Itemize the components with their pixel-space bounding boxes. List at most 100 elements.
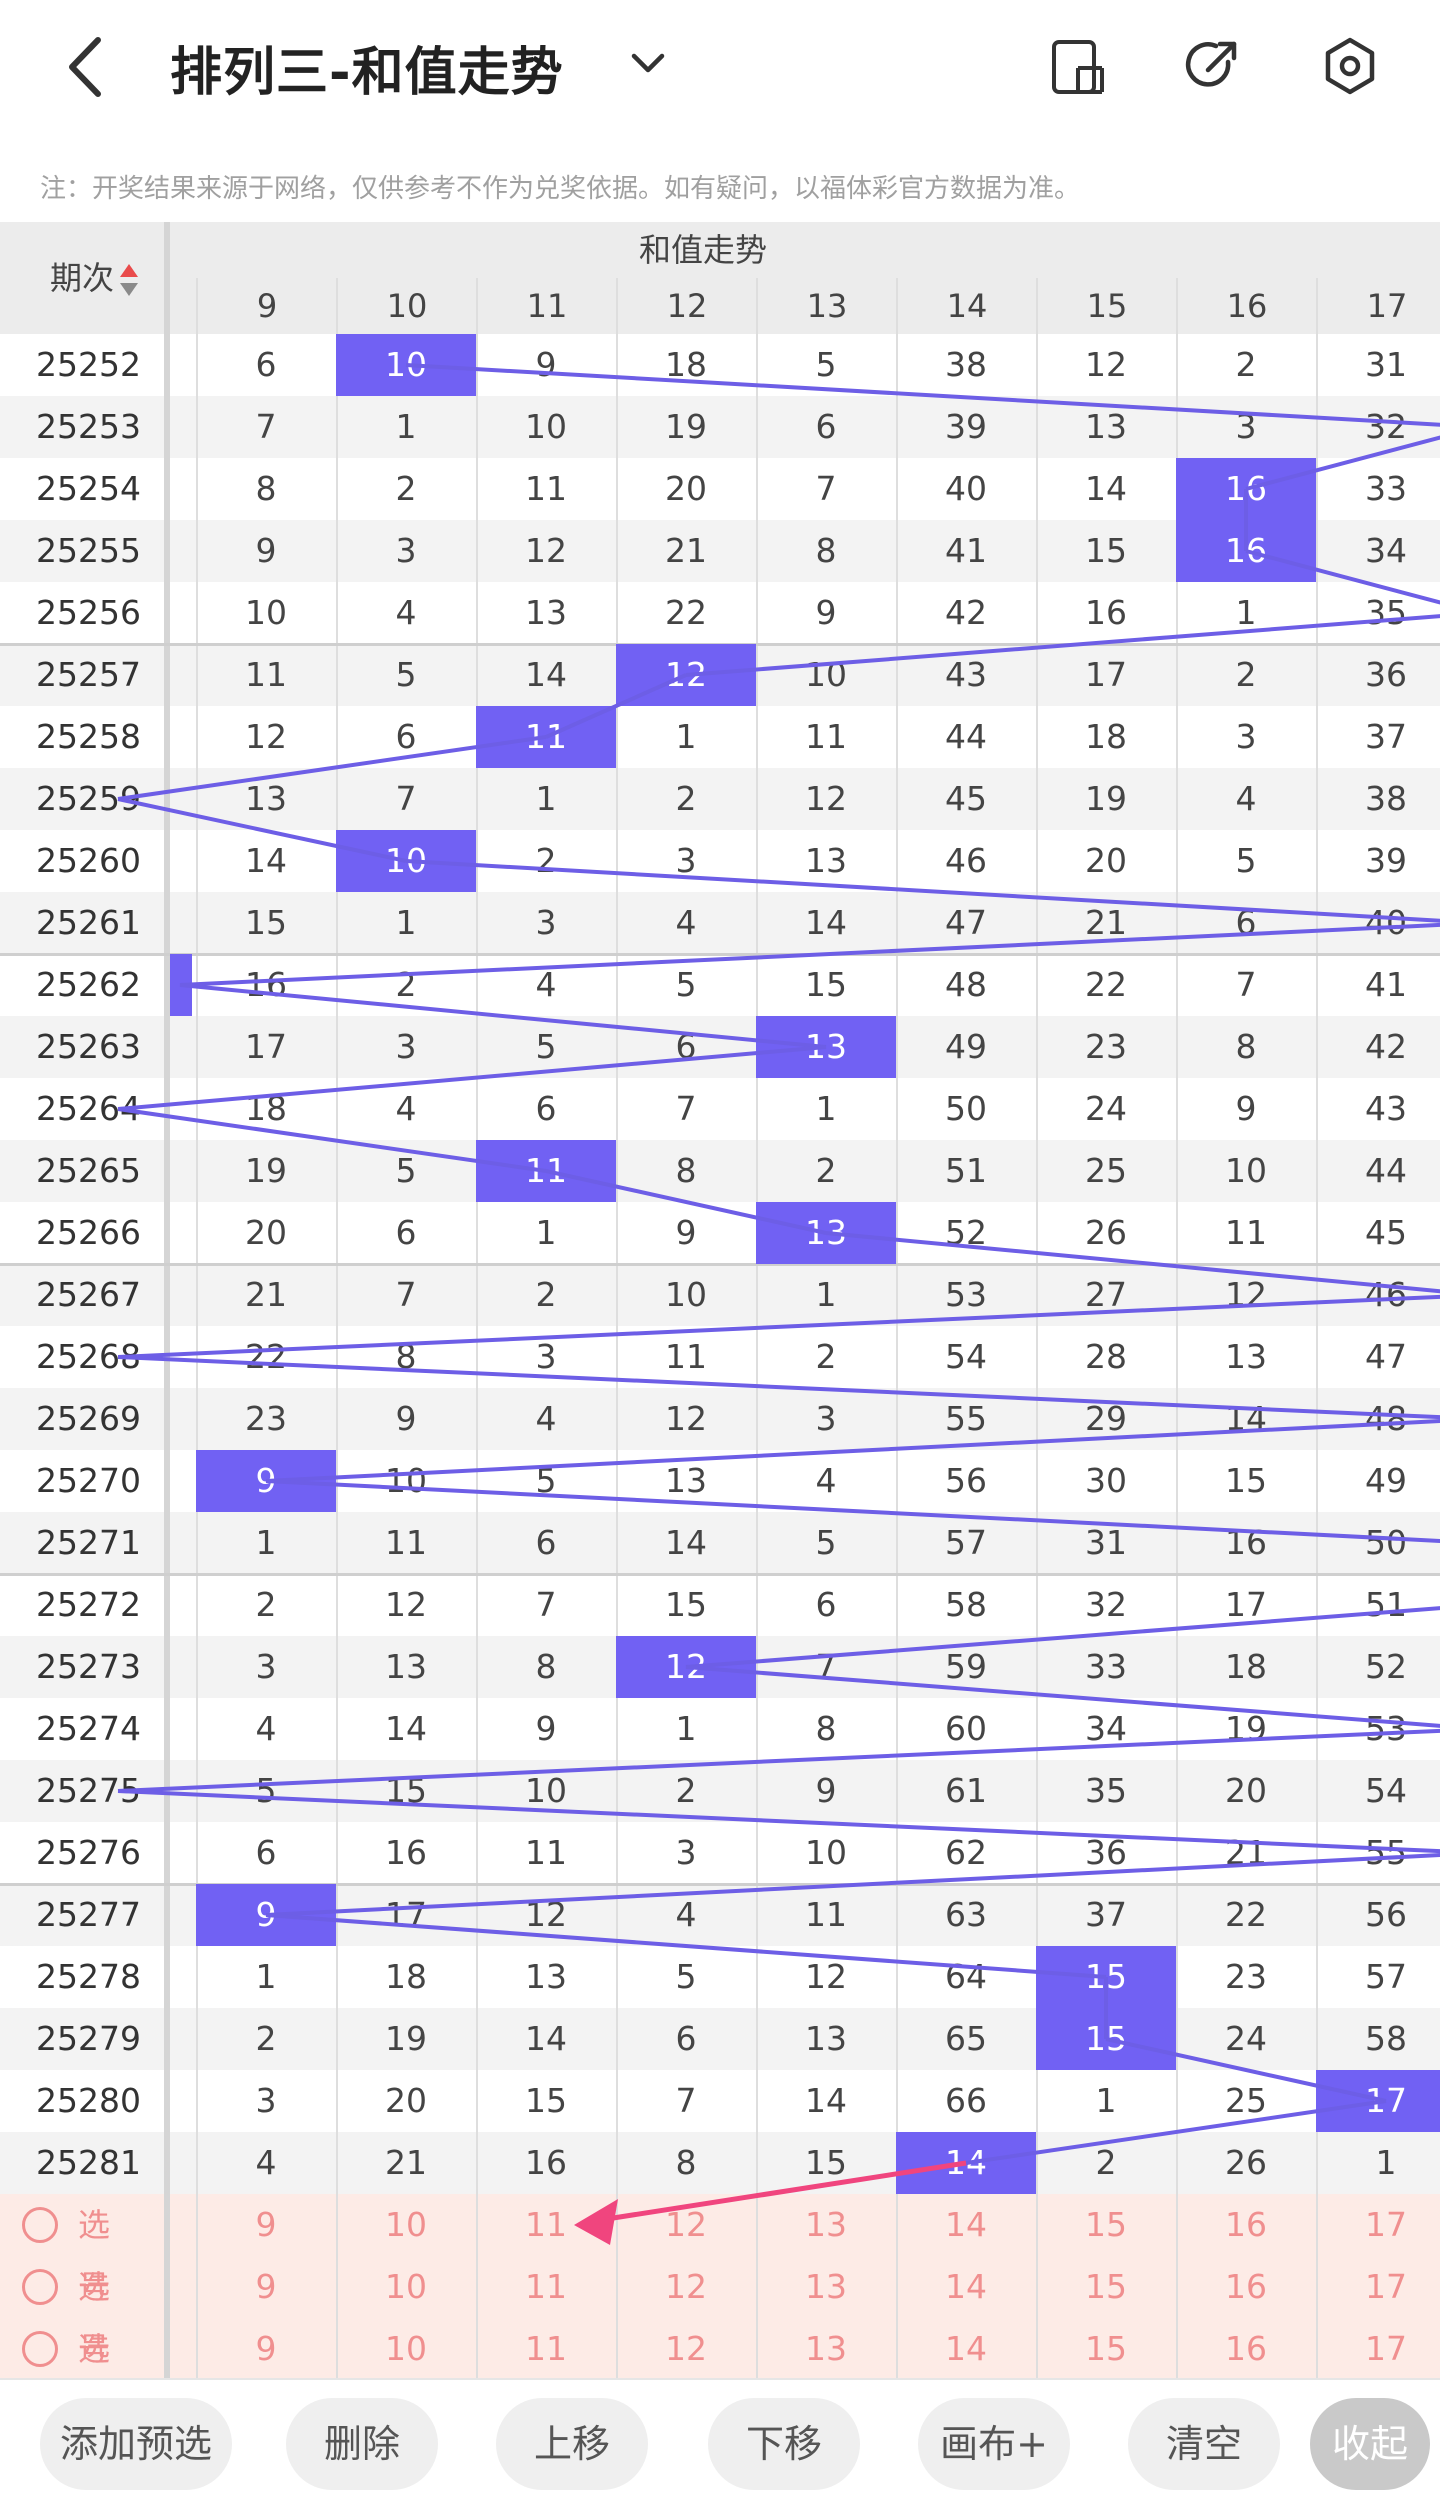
pick-cell[interactable]: 10 [385,2205,427,2244]
trend-cell: 12 [665,1399,707,1438]
column-header: 14 [896,278,1036,334]
chevron-down-icon[interactable] [628,48,668,78]
collapse-button[interactable]: 收起 [1310,2398,1430,2490]
trend-cell: 6 [255,1833,277,1872]
add-preselect-button[interactable]: 添加预选 [40,2398,232,2490]
pick-cell[interactable]: 16 [1225,2329,1267,2368]
trend-cell: 45 [1365,1213,1407,1252]
pick-label[interactable]: 选号 [78,2330,111,2368]
pick-cell[interactable]: 10 [385,2267,427,2306]
pick-cell[interactable]: 15 [1085,2205,1127,2244]
trend-cell: 13 [1085,407,1127,446]
trend-cell: 11 [525,469,567,508]
trend-cell: 5 [1235,841,1257,880]
trend-cell: 18 [385,1957,427,1996]
issue-header[interactable]: 期次 [0,222,168,334]
trend-cell: 23 [1225,1957,1267,1996]
trend-cell: 4 [675,1895,697,1934]
trend-cell: 4 [535,1399,557,1438]
trend-cell: 33 [1085,1647,1127,1686]
pick-cell[interactable]: 16 [1225,2205,1267,2244]
pick-radio[interactable] [22,2207,58,2243]
chevron-left-icon[interactable] [60,32,110,102]
trend-cell: 57 [945,1523,987,1562]
trend-cell: 8 [255,469,277,508]
move-up-button[interactable]: 上移 [496,2398,648,2490]
pick-cell[interactable]: 12 [665,2205,707,2244]
trend-cell: 4 [675,903,697,942]
pick-cell[interactable]: 13 [805,2329,847,2368]
trend-cell: 2 [255,2019,277,2058]
trend-cell: 29 [1085,1399,1127,1438]
pick-cell[interactable]: 11 [525,2329,567,2368]
trend-cell: 55 [945,1399,987,1438]
pick-cell[interactable]: 16 [1225,2267,1267,2306]
pick-cell[interactable]: 17 [1365,2329,1407,2368]
trend-cell: 24 [1225,2019,1267,2058]
trend-cell: 1 [255,1957,277,1996]
trend-cell: 10 [245,593,287,632]
trend-cell: 47 [945,903,987,942]
trend-cell: 54 [945,1337,987,1376]
pick-cell[interactable]: 11 [525,2205,567,2244]
trend-cell: 17 [1085,655,1127,694]
share-arrow-icon[interactable] [1182,36,1242,96]
trend-cell: 20 [245,1213,287,1252]
trend-cell: 48 [945,965,987,1004]
pick-cell[interactable]: 9 [255,2267,277,2306]
pick-cell[interactable]: 17 [1365,2267,1407,2306]
trend-cell: 39 [945,407,987,446]
trend-cell: 5 [535,1461,557,1500]
hit-cell: 15 [1036,2008,1176,2070]
top-bar: 排列三-和值走势 [0,0,1440,140]
pick-cell[interactable]: 9 [255,2329,277,2368]
issue-cell: 25280 [36,2081,141,2120]
trend-cell: 2 [535,841,557,880]
pick-radio[interactable] [22,2331,58,2367]
pick-cell[interactable]: 15 [1085,2329,1127,2368]
pick-cell[interactable]: 14 [945,2205,987,2244]
trend-cell: 35 [1365,593,1407,632]
issue-cell: 25253 [36,407,141,446]
trend-cell: 19 [665,407,707,446]
trend-cell: 25 [1225,2081,1267,2120]
pick-radio[interactable] [22,2269,58,2305]
hit-cell: 17 [1316,2070,1440,2132]
page-title[interactable]: 排列三-和值走势 [170,43,564,103]
trend-cell: 21 [1225,1833,1267,1872]
layout-toggle-icon[interactable] [1048,38,1108,98]
trend-cell: 12 [1225,1275,1267,1314]
trend-cell: 1 [255,1523,277,1562]
sort-updown-icon[interactable] [118,262,140,298]
pick-cell[interactable]: 13 [805,2205,847,2244]
issue-cell: 25270 [36,1461,141,1500]
canvas-plus-button[interactable]: 画布+ [918,2398,1070,2490]
pick-cell[interactable]: 12 [665,2329,707,2368]
pick-cell[interactable]: 17 [1365,2205,1407,2244]
pick-cell[interactable]: 14 [945,2267,987,2306]
trend-cell: 45 [945,779,987,818]
trend-cell: 3 [675,841,697,880]
pick-cell[interactable]: 14 [945,2329,987,2368]
trend-cell: 2 [395,469,417,508]
trend-cell: 52 [1365,1647,1407,1686]
trend-cell: 7 [675,2081,697,2120]
pick-cell[interactable]: 15 [1085,2267,1127,2306]
trend-cell: 16 [1085,593,1127,632]
trend-cell: 12 [525,1895,567,1934]
pick-cell[interactable]: 10 [385,2329,427,2368]
pick-cell[interactable]: 13 [805,2267,847,2306]
pick-cell[interactable]: 9 [255,2205,277,2244]
clear-button[interactable]: 清空 [1128,2398,1280,2490]
settings-icon[interactable] [1320,36,1380,96]
trend-table[interactable]: 期次 和值走势 9 10 11 12 13 14 15 16 17 25252 6 10 9 18 5 38 12 2… [0,222,1440,2378]
pick-label[interactable]: 选号 [78,2268,111,2368]
pick-label[interactable]: 选号 [78,2206,111,2306]
pick-cell[interactable]: 12 [665,2267,707,2306]
trend-cell: 43 [1365,1089,1407,1128]
move-down-button[interactable]: 下移 [708,2398,860,2490]
trend-cell: 1 [675,717,697,756]
delete-button[interactable]: 删除 [286,2398,438,2490]
group-divider [0,1263,1440,1266]
pick-cell[interactable]: 11 [525,2267,567,2306]
